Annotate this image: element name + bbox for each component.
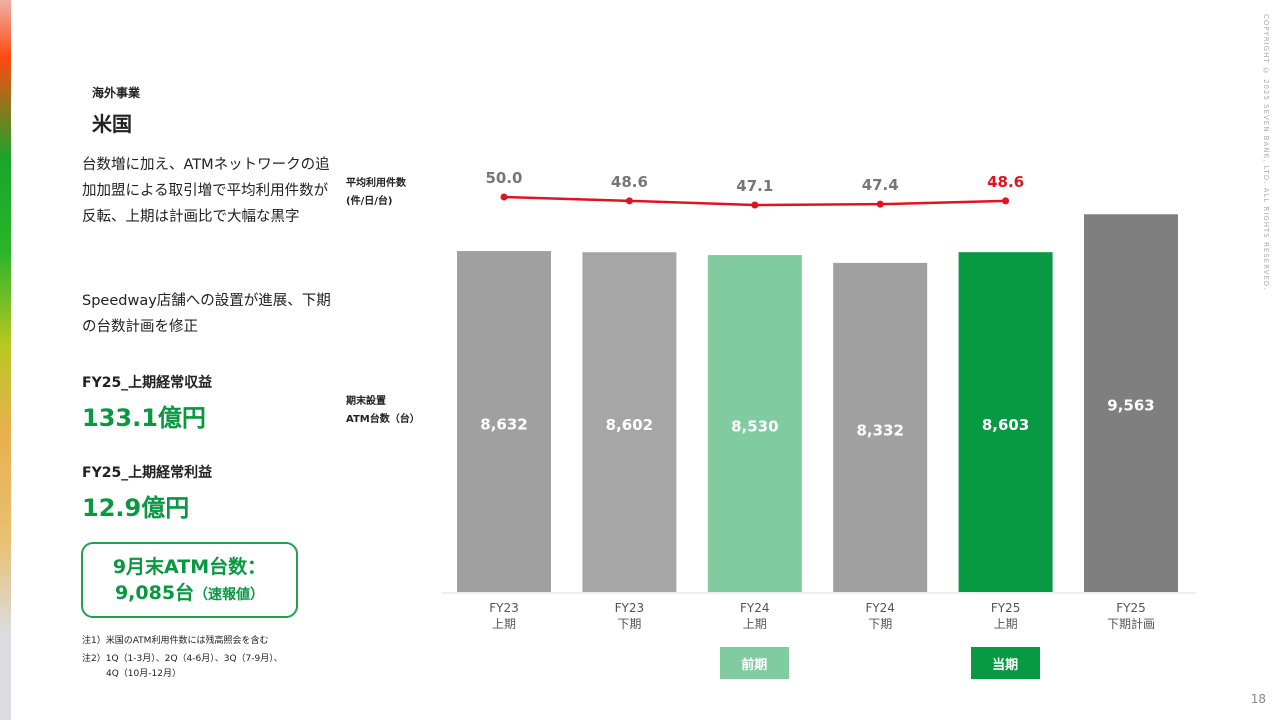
bar	[1084, 214, 1178, 592]
callout-line1: 9月末ATM台数：	[112, 556, 267, 578]
x-tick-label: 下期	[868, 617, 892, 631]
kpi-profit-label: FY25_上期経常利益	[82, 465, 213, 481]
x-tick-label: 上期	[492, 617, 516, 631]
line-value-label: 47.4	[862, 176, 899, 194]
x-tick-label: FY24	[865, 601, 895, 615]
bar-value-label: 8,602	[606, 416, 653, 434]
bar-value-label: 8,530	[731, 418, 778, 436]
page-number: 18	[1250, 692, 1266, 706]
bar	[707, 255, 802, 592]
bar-axis-label: 期末設置 ATM台数（台）	[346, 393, 420, 429]
x-tick-label: FY23	[489, 601, 519, 615]
bar-value-label: 9,563	[1107, 396, 1154, 414]
x-tick-label: 上期	[994, 617, 1018, 631]
period-tag: 前期	[719, 647, 789, 679]
summary-text-2: Speedway店舗への設置が進展、下期の台数計画を修正	[82, 293, 331, 335]
line-label-2: (件/日/台)	[346, 196, 393, 207]
x-tick-label: FY25	[991, 601, 1021, 615]
atm-count-callout: 9月末ATM台数： 9,085台（速報値）	[81, 542, 298, 618]
page-title: 米国	[92, 112, 132, 136]
kpi-profit-value: 12.9億円	[82, 494, 190, 522]
callout-suffix: （速報値）	[194, 587, 265, 603]
kpi-revenue-value: 133.1億円	[82, 404, 206, 432]
line-value-label: 50.0	[485, 169, 522, 187]
line-value-label: 48.6	[987, 173, 1024, 191]
line-label-1: 平均利用件数	[346, 178, 406, 189]
note-3: 4Q（10月-12月）	[106, 669, 181, 679]
line-value-label: 47.1	[736, 177, 773, 195]
line-point	[625, 197, 633, 205]
bar	[582, 252, 677, 592]
bar-value-label: 8,632	[480, 416, 527, 434]
x-tick-label: FY24	[740, 601, 770, 615]
line-point	[751, 201, 759, 209]
x-tick-label: 下期	[617, 617, 641, 631]
period-tag: 当期	[970, 647, 1040, 679]
bar-value-label: 8,332	[856, 421, 903, 439]
line-point	[876, 200, 884, 208]
kpi-revenue-label: FY25_上期経常収益	[82, 375, 213, 391]
section-category: 海外事業	[92, 86, 141, 100]
bar	[833, 262, 928, 592]
bar	[457, 251, 551, 592]
summary-text-1: 台数増に加え、ATMネットワークの追加加盟による取引増で平均利用件数が反転、上期…	[82, 157, 330, 225]
decorative-gradient-strip	[0, 0, 11, 720]
note-1: 注1）米国のATM利用件数には残高照会を含む	[82, 636, 269, 646]
line-point	[500, 193, 508, 201]
bar	[958, 252, 1053, 592]
line-point	[1002, 197, 1010, 205]
x-tick-label: 上期	[743, 617, 767, 631]
callout-line2: 9,085台	[114, 582, 195, 604]
bar-label-1: 期末設置	[346, 396, 386, 407]
x-tick-label: FY25	[1116, 601, 1146, 615]
copyright: COPYRIGHT © 2025 SEVEN BANK, LTD. ALL RI…	[1262, 14, 1270, 291]
line-value-label: 48.6	[611, 173, 648, 191]
bar-value-label: 8,603	[982, 416, 1029, 434]
x-tick-label: 下期計画	[1107, 616, 1155, 631]
bar-label-2: ATM台数（台）	[346, 414, 420, 425]
x-tick-label: FY23	[615, 601, 645, 615]
note-2: 注2）1Q（1-3月）、2Q（4-6月）、3Q（7-9月）、	[82, 654, 283, 664]
line-axis-label: 平均利用件数 (件/日/台)	[346, 175, 406, 211]
